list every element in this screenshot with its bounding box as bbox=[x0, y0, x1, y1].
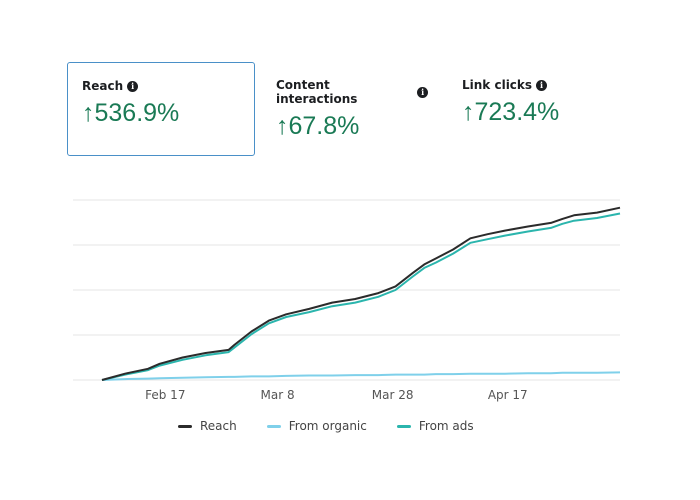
legend-label: From ads bbox=[418, 419, 474, 433]
legend-item-ads[interactable]: From ads bbox=[396, 419, 474, 433]
metric-value: ↑723.4% bbox=[462, 98, 604, 127]
x-tick-label: Mar 8 bbox=[260, 388, 294, 402]
metric-title-text: Link clicks bbox=[462, 78, 533, 92]
series-line-reach bbox=[101, 206, 621, 381]
chart-legend: Reach From organic From ads bbox=[178, 419, 474, 433]
x-tick-label: Feb 17 bbox=[145, 388, 185, 402]
metric-value: ↑536.9% bbox=[82, 99, 240, 128]
info-icon[interactable]: i bbox=[417, 86, 428, 98]
legend-swatch-ads bbox=[396, 424, 411, 428]
legend-label: From organic bbox=[288, 419, 367, 433]
metric-card-link-clicks[interactable]: Link clicks i ↑723.4% bbox=[448, 62, 618, 156]
series-line-ads bbox=[101, 212, 621, 381]
gridlines bbox=[73, 199, 620, 381]
arrow-up-icon: ↑ bbox=[82, 99, 95, 127]
metric-title: Reach i bbox=[82, 79, 240, 93]
arrow-up-icon: ↑ bbox=[276, 112, 289, 140]
series-lines bbox=[101, 206, 621, 381]
legend-item-reach[interactable]: Reach bbox=[178, 419, 237, 433]
x-axis-ticks: Feb 17 Mar 8 Mar 28 Apr 17 bbox=[145, 388, 528, 402]
arrow-up-icon: ↑ bbox=[462, 98, 475, 126]
legend-swatch-organic bbox=[266, 424, 281, 428]
metric-card-reach[interactable]: Reach i ↑536.9% bbox=[67, 62, 255, 156]
metric-title: Content interactions i bbox=[276, 78, 428, 106]
info-icon[interactable]: i bbox=[127, 80, 139, 92]
metric-value: ↑67.8% bbox=[276, 112, 428, 141]
metric-title-text: Content interactions bbox=[276, 78, 358, 106]
metric-card-content-interactions[interactable]: Content interactions i ↑67.8% bbox=[262, 62, 442, 156]
info-icon[interactable]: i bbox=[536, 79, 548, 91]
metric-title-text: Reach bbox=[82, 79, 124, 93]
series-line-organic bbox=[101, 371, 621, 381]
legend-item-organic[interactable]: From organic bbox=[266, 419, 367, 433]
metric-value-text: 723.4% bbox=[474, 98, 560, 126]
metric-title: Link clicks i bbox=[462, 78, 604, 92]
x-tick-label: Mar 28 bbox=[372, 388, 414, 402]
metric-value-text: 67.8% bbox=[288, 112, 360, 140]
metric-value-text: 536.9% bbox=[94, 99, 180, 127]
x-tick-label: Apr 17 bbox=[488, 388, 528, 402]
legend-label: Reach bbox=[200, 419, 237, 433]
legend-swatch-reach bbox=[178, 424, 192, 428]
